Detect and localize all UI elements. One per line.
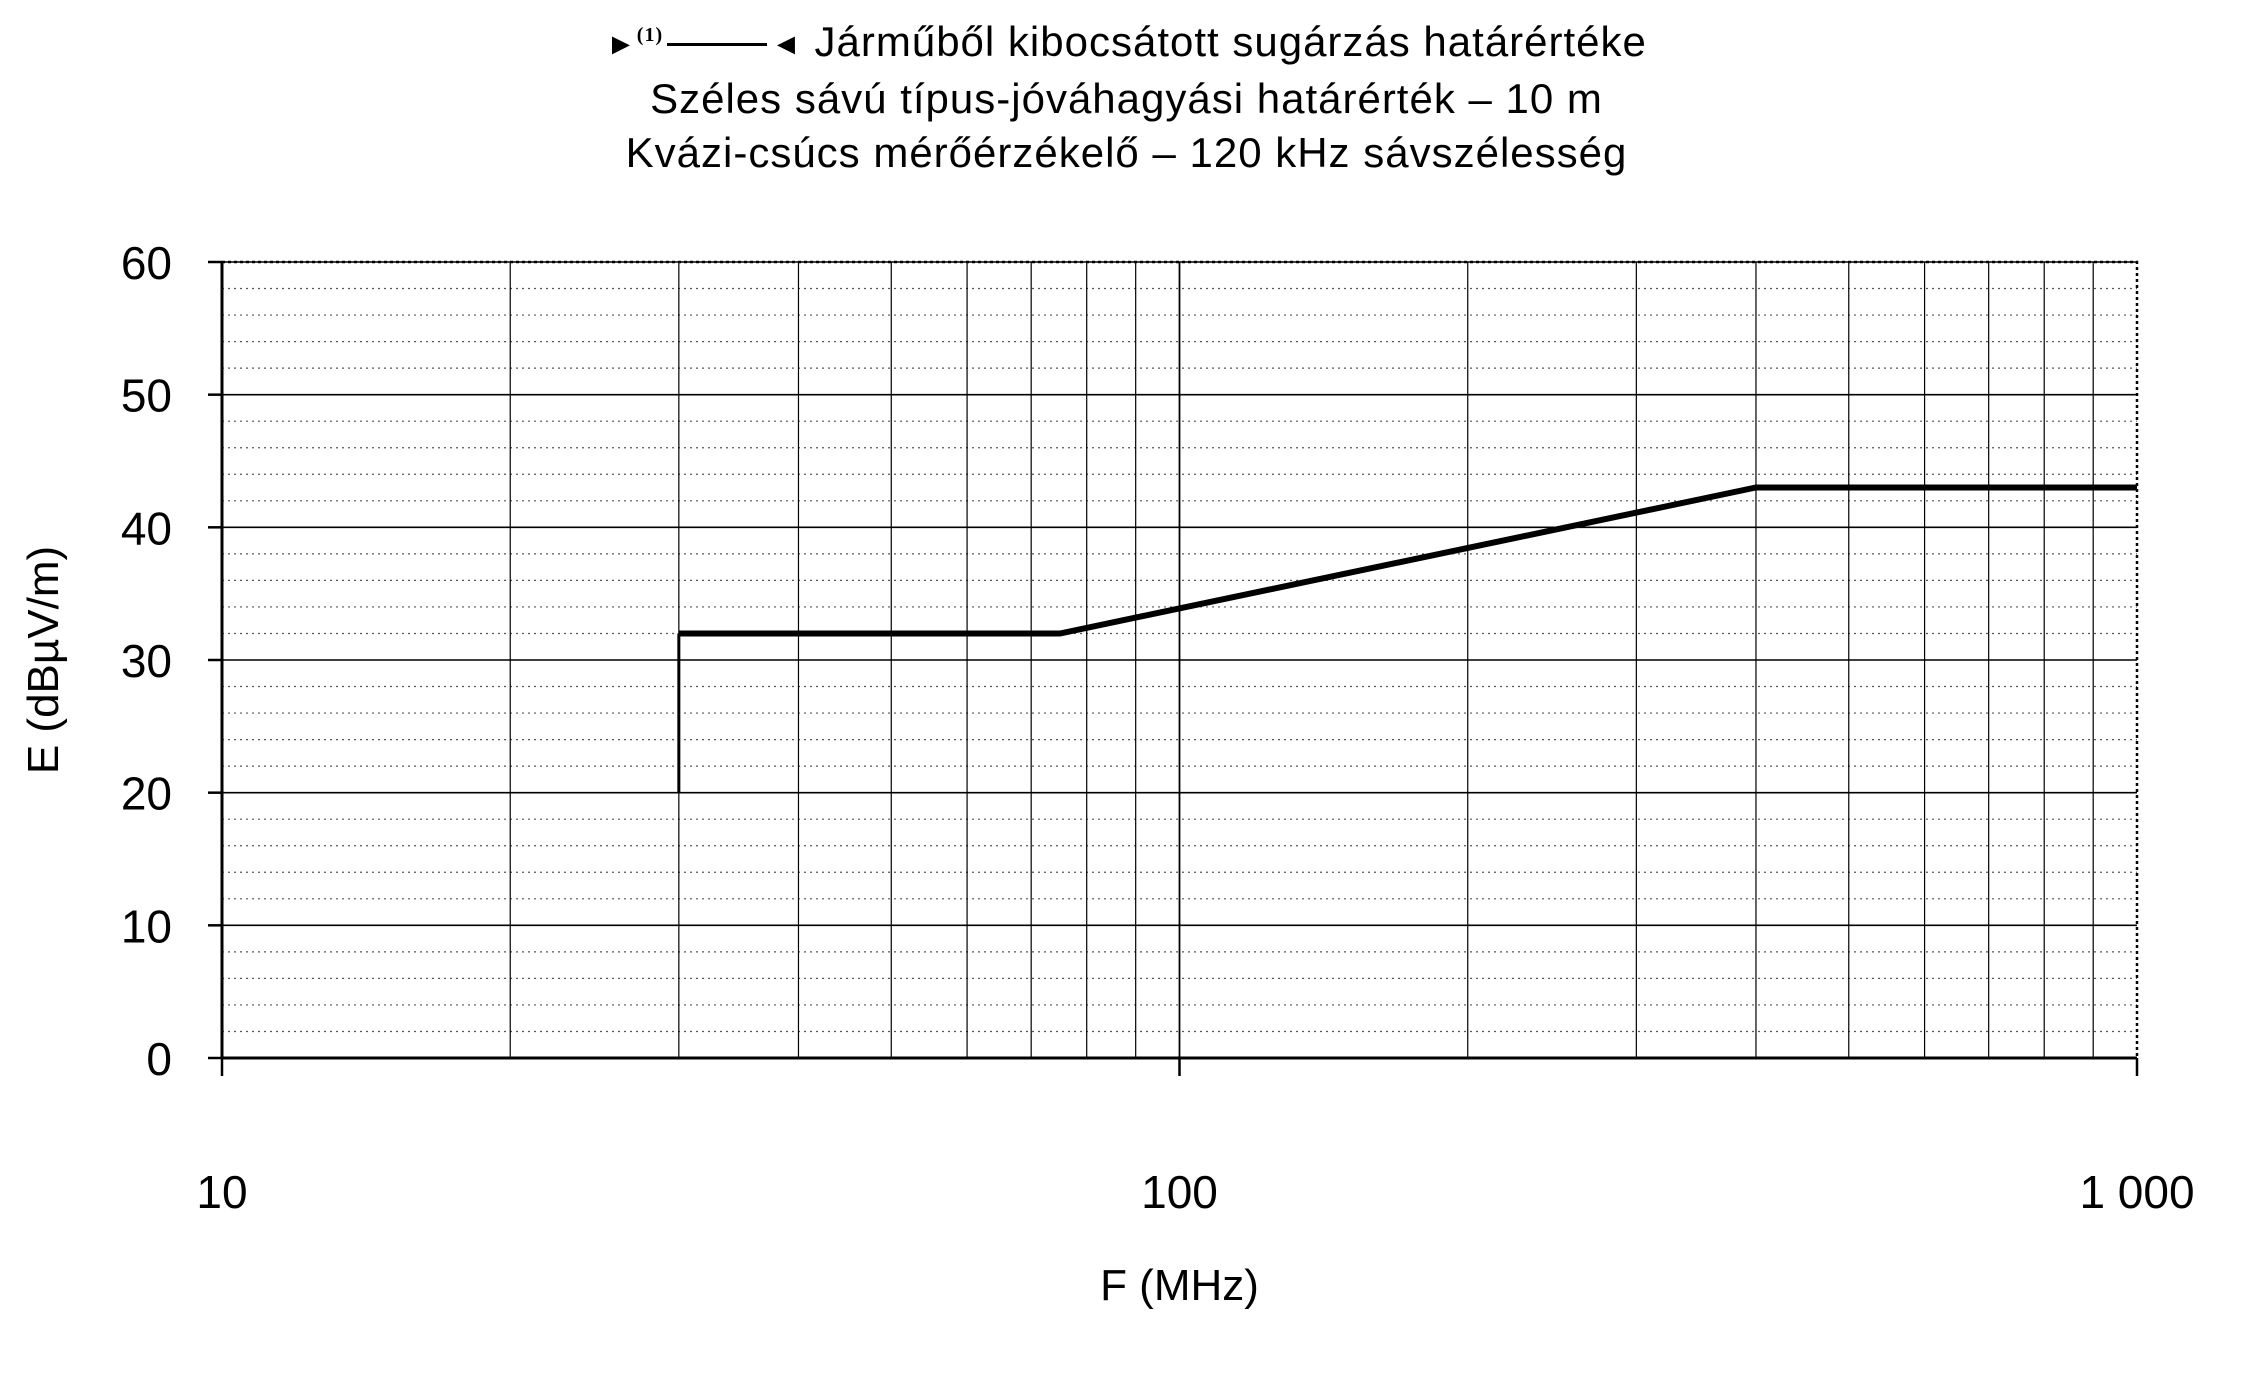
x-axis-label: F (MHz) xyxy=(1100,1261,1259,1310)
amendment-footnote-ref: (1) xyxy=(636,24,664,46)
chart-title: Járműből kibocsátott sugárzás határérték… xyxy=(814,18,1647,65)
y-tick-label: 20 xyxy=(121,768,172,820)
amendment-marker-bar xyxy=(667,43,768,47)
y-tick-label: 10 xyxy=(121,900,172,952)
limit-line xyxy=(678,484,2137,637)
y-tick-label: 0 xyxy=(146,1033,172,1085)
chart-series xyxy=(677,484,2138,793)
chart-subtitle-1: Széles sávú típus-jóváhagyási határérték… xyxy=(650,74,1603,122)
x-tick-label: 1 000 xyxy=(2079,1166,2194,1218)
y-tick-label: 30 xyxy=(121,635,172,687)
amendment-end-marker: ◄ xyxy=(771,27,802,61)
chart-axes xyxy=(208,260,2139,1076)
y-axis-label: E (dBµV/m) xyxy=(19,546,68,774)
y-tick-label: 40 xyxy=(121,502,172,554)
chart-tick-labels: 0 10 20 30 40 50 60 10 100 1 000 xyxy=(121,237,2195,1218)
y-tick-label: 50 xyxy=(121,370,172,422)
amendment-start-marker: ► xyxy=(606,27,637,61)
chart-subtitle-2: Kvázi-csúcs mérőérzékelő – 120 kHz sávsz… xyxy=(625,128,1628,176)
chart-title-line-1: ►(1) ◄ Járműből kibocsátott sugárzás hatá… xyxy=(0,8,2253,72)
chart-title-block: ►(1) ◄ Járműből kibocsátott sugárzás hatá… xyxy=(0,8,2253,180)
chart-grid xyxy=(221,261,2137,1059)
x-tick-label: 10 xyxy=(196,1166,247,1218)
x-tick-label: 100 xyxy=(1141,1166,1218,1218)
y-tick-label: 60 xyxy=(121,237,172,289)
